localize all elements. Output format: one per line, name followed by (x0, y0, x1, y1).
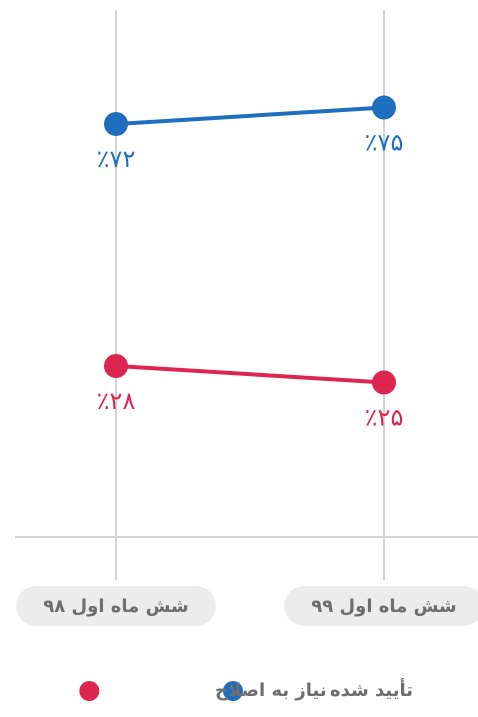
legend-marker (222, 681, 243, 701)
legend-marker (79, 681, 100, 701)
x-tick-label: شش ماه اول ۹۹ (311, 596, 456, 617)
point (104, 112, 128, 136)
legend-label: تأیید شده (330, 678, 413, 701)
category-pill (16, 586, 216, 626)
data-label: ٪۷۲ (97, 145, 136, 173)
grid (115, 10, 385, 580)
point (104, 354, 128, 378)
category-pill (284, 586, 478, 626)
data-label: ٪۲۸ (97, 387, 136, 415)
point (372, 370, 396, 395)
data-label: ٪۷۵ (365, 129, 404, 157)
x-tick-label: شش ماه اول ۹۸ (43, 596, 188, 617)
series-line (115, 364, 385, 385)
legend-label: نیاز به اصلاح (215, 680, 327, 701)
data-label: ٪۲۵ (365, 404, 404, 432)
point (372, 95, 396, 120)
series-line (115, 105, 385, 126)
